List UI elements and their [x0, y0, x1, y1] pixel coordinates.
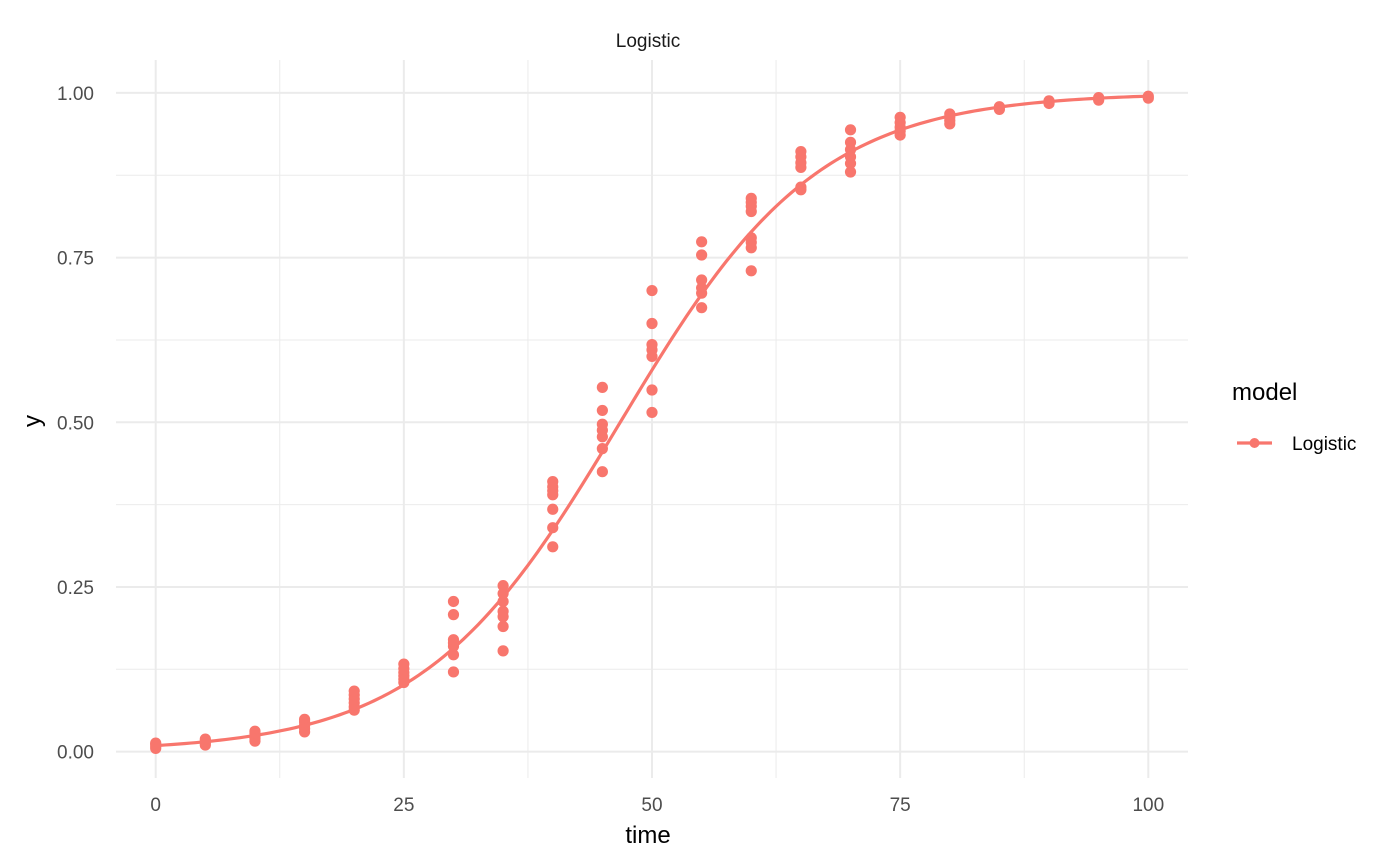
data-point	[596, 381, 608, 393]
data-point	[844, 124, 857, 136]
x-tick-label: 75	[890, 795, 911, 816]
legend-key-point	[1249, 438, 1260, 448]
data-point	[795, 145, 807, 158]
y-tick-label: 0.75	[57, 249, 94, 270]
data-point	[447, 634, 460, 646]
data-point	[646, 406, 658, 419]
data-point	[844, 166, 857, 178]
data-point	[497, 620, 509, 633]
x-axis-title: time	[625, 822, 670, 849]
data-point	[447, 666, 460, 678]
data-point	[696, 249, 708, 261]
data-point	[596, 466, 608, 478]
data-point	[745, 192, 757, 204]
data-point	[745, 265, 757, 277]
x-tick-label: 25	[393, 795, 414, 816]
chart-title: Logistic	[616, 31, 680, 52]
data-point	[646, 284, 658, 297]
data-point	[348, 685, 360, 697]
data-point	[497, 587, 509, 600]
data-point	[447, 609, 460, 621]
data-point	[447, 595, 460, 608]
data-point	[547, 475, 559, 488]
data-point	[596, 404, 608, 417]
data-point	[298, 713, 311, 725]
x-tick-label: 100	[1132, 795, 1164, 816]
data-point	[547, 541, 559, 553]
data-point	[696, 302, 708, 314]
x-tick-label: 0	[150, 795, 161, 816]
data-point	[696, 236, 708, 248]
y-tick-label: 1.00	[57, 84, 94, 105]
data-point	[398, 658, 410, 670]
x-axis-ticks: 0 25 50 75 100	[150, 795, 1164, 816]
legend: model Logistic	[1232, 379, 1356, 455]
data-point	[646, 384, 658, 396]
gridlines	[116, 60, 1188, 778]
data-point	[497, 605, 509, 617]
data-point	[646, 338, 658, 351]
data-point	[894, 111, 906, 123]
fit-curve-logistic	[154, 94, 1150, 748]
data-point	[497, 645, 509, 657]
data-point	[497, 580, 509, 592]
x-tick-label: 50	[641, 795, 662, 816]
data-point	[646, 317, 658, 330]
data-point	[596, 418, 608, 430]
y-axis-title: y	[19, 415, 46, 427]
data-point	[547, 503, 559, 515]
y-tick-label: 0.25	[57, 578, 94, 599]
y-axis-ticks: 0.00 0.25 0.50 0.75 1.00	[57, 84, 94, 764]
data-point	[696, 274, 708, 286]
legend-label-logistic: Logistic	[1292, 434, 1356, 455]
data-point	[844, 136, 857, 148]
y-tick-label: 0.00	[57, 743, 94, 764]
legend-title: model	[1232, 379, 1297, 406]
y-tick-label: 0.50	[57, 413, 94, 434]
